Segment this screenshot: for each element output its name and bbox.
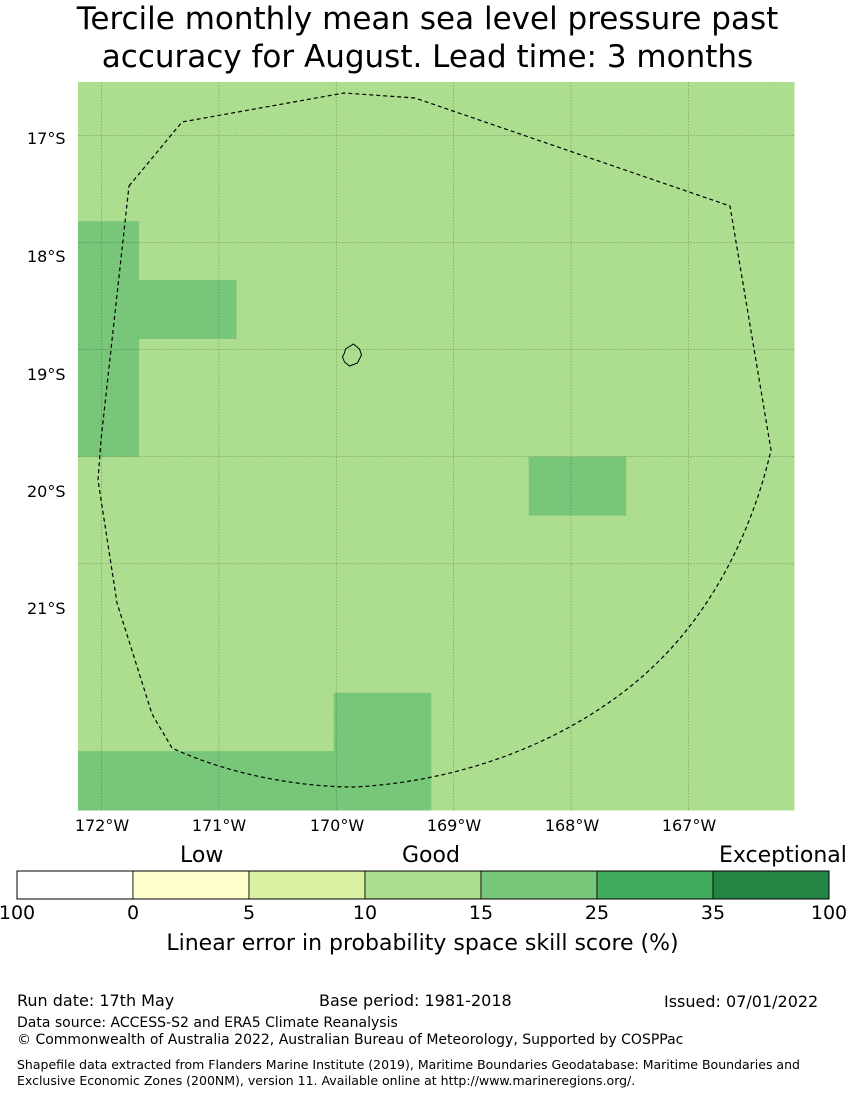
skill-cell	[333, 515, 432, 693]
lon-label-168w: 168°W	[544, 816, 600, 835]
colorbar-tick-label: 100	[810, 902, 848, 924]
run-date: Run date: 17th May	[17, 991, 175, 1010]
skill-cell	[528, 456, 627, 517]
issued-date: Issued: 07/01/2022	[664, 992, 819, 1011]
lat-label-17s: 17°S	[27, 129, 66, 148]
title-line-2: accuracy for August. Lead time: 3 months	[101, 39, 754, 75]
lat-label-19s: 19°S	[27, 365, 66, 384]
skill-cell	[78, 456, 530, 517]
colorbar-tick-label: 15	[468, 902, 494, 924]
lat-label-18s: 18°S	[27, 247, 66, 266]
skill-cell	[78, 515, 335, 752]
lon-label-167w: 167°W	[661, 816, 717, 835]
colorbar-segment	[364, 870, 482, 900]
colorbar	[16, 870, 830, 900]
skill-cell	[333, 101, 795, 162]
colorbar-segment	[596, 870, 714, 900]
skill-cell	[431, 161, 795, 222]
lon-label-170w: 170°W	[309, 816, 365, 835]
skill-cell	[78, 221, 140, 458]
skill-cell	[431, 515, 795, 752]
colorbar-tick-label: 5	[242, 902, 256, 924]
colorbar-title: Linear error in probability space skill …	[166, 931, 679, 956]
skill-cell	[626, 456, 795, 517]
skill-cell	[236, 101, 335, 162]
shapefile-note: Shapefile data extracted from Flanders M…	[17, 1057, 800, 1088]
skill-cell	[770, 82, 795, 102]
skill-cells	[78, 82, 795, 811]
skill-cell	[139, 221, 530, 281]
colorbar-tick-label: 100	[0, 902, 36, 924]
skill-cell	[431, 751, 795, 811]
colorbar-tick-label: 25	[584, 902, 610, 924]
category-low: Low	[180, 843, 224, 868]
colorbar-segment	[712, 870, 830, 900]
colorbar-segment	[248, 870, 366, 900]
colorbar-outline	[16, 870, 830, 900]
skill-cell	[236, 280, 627, 340]
colorbar-segment	[132, 870, 250, 900]
eez-boundary	[97, 92, 772, 788]
copyright: © Commonwealth of Australia 2022, Austra…	[17, 1032, 684, 1048]
colorbar-segment	[480, 870, 598, 900]
skill-cell	[333, 692, 432, 752]
skill-cell	[723, 280, 795, 340]
page-title: Tercile monthly mean sea level pressure …	[0, 0, 855, 76]
skill-cell	[78, 751, 432, 811]
island-outline	[341, 343, 363, 367]
colorbar-tick-label: 0	[126, 902, 140, 924]
lon-label-172w: 172°W	[74, 816, 130, 835]
data-source: Data source: ACCESS-S2 and ERA5 Climate …	[17, 1015, 398, 1031]
skill-cell	[139, 161, 432, 222]
skill-cell	[139, 101, 237, 162]
skill-cell	[139, 280, 237, 340]
lon-label-171w: 171°W	[191, 816, 247, 835]
title-line-1: Tercile monthly mean sea level pressure …	[76, 1, 779, 37]
skill-cell	[78, 101, 140, 222]
skill-cell	[139, 338, 795, 458]
colorbar-tick-label: 10	[352, 902, 378, 924]
lat-label-20s: 20°S	[27, 482, 66, 501]
colorbar-segment	[16, 870, 134, 900]
skill-cell	[528, 221, 795, 281]
category-good: Good	[402, 843, 460, 868]
lat-label-21s: 21°S	[27, 599, 66, 618]
lon-label-169w: 169°W	[426, 816, 482, 835]
graticule	[78, 82, 794, 810]
category-exceptional: Exceptional	[719, 843, 847, 868]
colorbar-tick-label: 35	[700, 902, 726, 924]
skill-cell	[626, 280, 725, 340]
skill-cell	[78, 82, 772, 102]
base-period: Base period: 1981-2018	[319, 991, 512, 1010]
